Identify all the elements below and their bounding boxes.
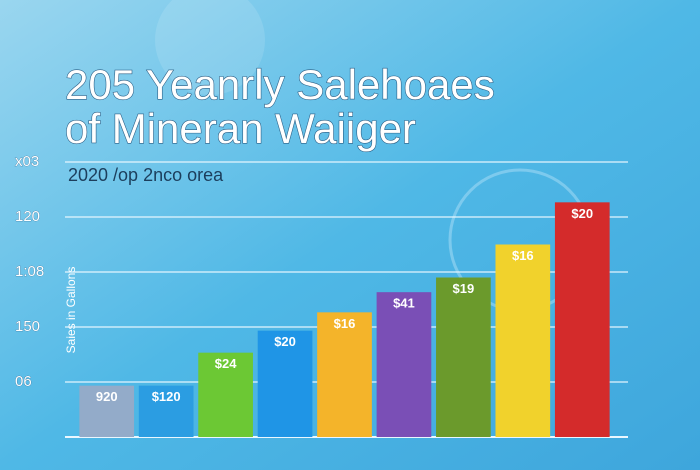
chart-title: 205 Yeanrly Salehoaes — [65, 61, 495, 108]
y-tick-label: 1:08 — [15, 263, 44, 280]
y-tick-label: 06 — [15, 373, 32, 390]
bar — [79, 385, 135, 437]
value-label: $120 — [152, 389, 181, 404]
value-label: 920 — [96, 389, 118, 404]
value-label: $41 — [393, 296, 415, 311]
bar — [436, 277, 491, 437]
y-tick-label: 150 — [15, 318, 40, 335]
y-tick-label: x03 — [15, 153, 39, 170]
bar — [198, 352, 253, 437]
bar — [554, 202, 610, 437]
bar — [257, 330, 313, 437]
bubble — [155, 0, 265, 95]
value-label: $24 — [215, 356, 237, 371]
bar — [376, 292, 432, 437]
bar — [138, 385, 194, 437]
bar — [495, 244, 551, 437]
value-label: $16 — [334, 316, 356, 331]
chart-title: of Mineran Waiiger — [65, 105, 416, 152]
y-axis-label: Saies in Gallons — [64, 267, 78, 354]
value-label: $20 — [571, 206, 593, 221]
value-label: $19 — [453, 281, 475, 296]
bar — [317, 312, 372, 437]
value-label: $20 — [274, 334, 296, 349]
chart-subtitle: 2020 /op 2nco orea — [68, 165, 224, 185]
y-tick-label: 120 — [15, 208, 40, 225]
value-label: $16 — [512, 248, 534, 263]
